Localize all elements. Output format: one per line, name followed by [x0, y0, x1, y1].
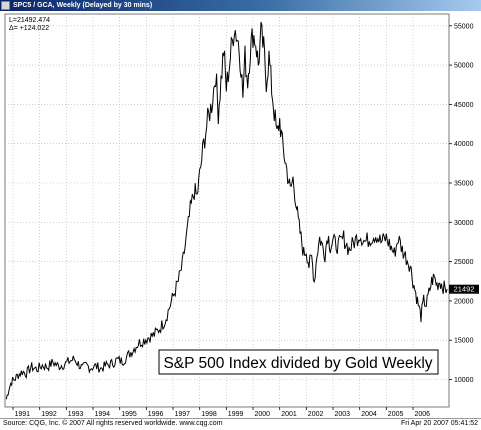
y-tick-label: 55000: [454, 23, 474, 30]
last-value-stat: L=21492.474: [9, 17, 50, 24]
chart-title-box: S&P 500 Index divided by Gold Weekly: [158, 349, 439, 375]
chart-title-frame: [158, 349, 439, 375]
x-tick-label: 2000: [255, 411, 271, 418]
chart-area[interactable]: 10000 15000 20000 25000 30000 35000 40000 45000…: [0, 11, 481, 418]
y-tick-label: 10000: [454, 377, 474, 384]
x-axis: 1991 1992 1993 1994 1995 1996 1997 1998 1999 2000…: [12, 407, 431, 418]
status-footer: Source: CQG, Inc. © 2007 All rights rese…: [0, 418, 481, 430]
y-tick-label: 35000: [454, 181, 474, 188]
x-tick-label: 2002: [308, 411, 324, 418]
y-tick-label: 45000: [454, 102, 474, 109]
y-tick-label: 30000: [454, 220, 474, 227]
timestamp: Fri Apr 20 2007 05:41:52: [400, 420, 478, 427]
last-value-label-box: [449, 284, 479, 294]
y-tick-label: 40000: [454, 141, 474, 148]
last-value-label: 21492: [449, 284, 479, 294]
chart-window-icon: [1, 1, 10, 10]
window-titlebar[interactable]: SPC5 / GCA, Weekly (Delayed by 30 mins): [0, 0, 481, 11]
last-value-label-text: 21492: [454, 285, 475, 294]
window-title: SPC5 / GCA, Weekly (Delayed by 30 mins): [13, 2, 153, 9]
x-tick-label: 1994: [95, 411, 111, 418]
y-tick-label: 20000: [454, 298, 474, 305]
x-tick-label: 2003: [335, 411, 351, 418]
x-tick-label: 1999: [228, 411, 244, 418]
x-tick-label: 1991: [15, 411, 31, 418]
x-tick-label: 2001: [281, 411, 297, 418]
x-tick-label: 1996: [148, 411, 164, 418]
x-tick-label: 1998: [201, 411, 217, 418]
x-tick-label: 1995: [121, 411, 137, 418]
y-tick-label: 50000: [454, 63, 474, 70]
y-axis: 10000 15000 20000 25000 30000 35000 40000 45000…: [449, 23, 474, 384]
x-tick-label: 2006: [415, 411, 431, 418]
change-stat: Δ= +124.022: [9, 25, 49, 32]
y-tick-label: 15000: [454, 338, 474, 345]
chart-title: S&P 500 Index divided by Gold Weekly: [163, 355, 432, 372]
x-tick-label: 2004: [361, 411, 377, 418]
x-tick-label: 1997: [175, 411, 191, 418]
source-credit: Source: CQG, Inc. © 2007 All rights rese…: [3, 420, 223, 427]
x-tick-label: 2005: [388, 411, 404, 418]
x-tick-label: 1993: [68, 411, 84, 418]
x-tick-label: 1992: [41, 411, 57, 418]
y-tick-label: 25000: [454, 259, 474, 266]
grid-lines: [5, 14, 449, 407]
price-ratio-series: [5, 21, 448, 400]
